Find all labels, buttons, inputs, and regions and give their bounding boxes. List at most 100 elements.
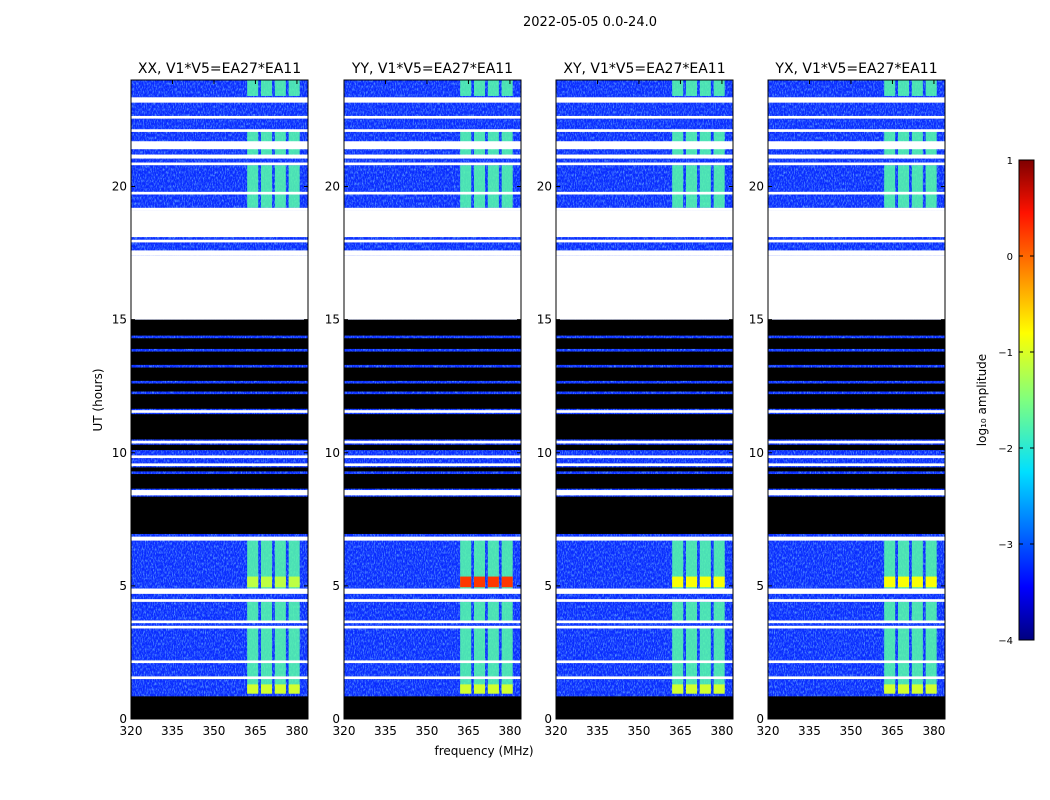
- x-tick-label: 380: [922, 724, 945, 738]
- rfi-band: [460, 540, 472, 589]
- panel: XX, V1*V5=EA27*EA11 320 335 350 365 380 0 5 10 15…: [112, 61, 309, 738]
- flagged-row: [768, 129, 945, 132]
- rfi-band: [911, 165, 923, 208]
- x-tick-label: 350: [628, 724, 651, 738]
- flagged-row: [768, 410, 945, 413]
- x-tick-label: 335: [374, 724, 397, 738]
- flagged-row: [344, 255, 521, 320]
- no-data-block: [131, 414, 308, 440]
- flagged-row: [768, 625, 945, 629]
- flagged-row: [556, 97, 733, 103]
- rfi-peak: [260, 576, 273, 588]
- no-data-block: [768, 496, 945, 534]
- rfi-burst: [460, 684, 472, 694]
- x-tick-label: 380: [285, 724, 308, 738]
- no-data-block: [344, 367, 521, 381]
- rfi-band: [699, 165, 711, 208]
- colorbar-tick-label: −4: [998, 636, 1013, 647]
- flagged-row: [768, 210, 945, 238]
- y-tick-label: 5: [119, 579, 127, 593]
- x-axis-label: frequency (MHz): [434, 744, 533, 758]
- rfi-band: [911, 601, 923, 621]
- flagged-row: [768, 154, 945, 159]
- panel: YX, V1*V5=EA27*EA11 320 335 350 365 380 0 5 10 15…: [749, 61, 946, 738]
- y-axis-label: UT (hours): [91, 368, 105, 431]
- flagged-row: [768, 239, 945, 243]
- flagged-row: [344, 660, 521, 664]
- rfi-peak: [288, 576, 300, 588]
- flagged-row: [344, 410, 521, 413]
- flagged-row: [131, 141, 308, 150]
- y-tick-label: 0: [332, 712, 340, 726]
- rfi-band: [501, 540, 513, 589]
- no-data-block: [768, 414, 945, 440]
- rfi-peak: [274, 576, 286, 588]
- rfi-band: [911, 540, 923, 589]
- colorbar-tick-label: −3: [998, 540, 1013, 551]
- flagged-row: [131, 207, 308, 211]
- rfi-band: [713, 601, 725, 621]
- rfi-peak: [713, 576, 725, 588]
- no-data-block: [556, 414, 733, 440]
- y-tick-label: 10: [537, 446, 552, 460]
- x-tick-label: 335: [798, 724, 821, 738]
- rfi-band: [247, 165, 259, 208]
- rfi-band: [473, 165, 486, 208]
- no-data-block: [344, 383, 521, 392]
- flagged-row: [131, 490, 308, 496]
- rfi-peak: [925, 576, 937, 588]
- flagged-row: [556, 255, 733, 320]
- rfi-burst: [925, 684, 937, 694]
- no-data-block: [131, 394, 308, 409]
- rfi-band: [884, 601, 896, 621]
- no-data-block: [344, 351, 521, 365]
- rfi-band: [897, 165, 910, 208]
- panel-frame: [130, 79, 309, 720]
- flagged-row: [768, 440, 945, 444]
- flagged-row: [556, 250, 733, 256]
- rfi-peak: [460, 576, 472, 588]
- y-tick-label: 15: [537, 313, 552, 327]
- panel-frame: [343, 79, 522, 720]
- no-data-block: [131, 467, 308, 472]
- y-tick-label: 0: [119, 712, 127, 726]
- rfi-band: [460, 165, 472, 208]
- figure-suptitle: 2022-05-05 0.0-24.0: [523, 15, 657, 30]
- x-tick-label: 380: [498, 724, 521, 738]
- rfi-band: [260, 540, 273, 589]
- x-tick-label: 365: [881, 724, 904, 738]
- flagged-row: [344, 250, 521, 256]
- flagged-row: [344, 536, 521, 541]
- rfi-band: [473, 601, 486, 621]
- flagged-row: [768, 455, 945, 459]
- flagged-row: [344, 463, 521, 467]
- flagged-row: [131, 410, 308, 413]
- colorbar-tick-label: 1: [1007, 156, 1013, 167]
- rfi-band: [713, 165, 725, 208]
- rfi-band: [260, 601, 273, 621]
- rfi-burst: [473, 684, 486, 694]
- rfi-band: [487, 540, 499, 589]
- flagged-row: [556, 660, 733, 664]
- flagged-row: [556, 154, 733, 159]
- rfi-burst: [487, 684, 499, 694]
- rfi-band: [699, 80, 711, 96]
- no-data-block: [768, 394, 945, 409]
- no-data-block: [768, 383, 945, 392]
- y-tick-label: 20: [749, 180, 764, 194]
- no-data-block: [131, 338, 308, 349]
- flagged-row: [344, 97, 521, 103]
- flagged-row: [556, 588, 733, 594]
- flagged-row: [344, 115, 521, 119]
- no-data-block: [131, 474, 308, 489]
- flagged-row: [344, 191, 521, 195]
- flagged-row: [131, 210, 308, 238]
- panel-title: XX, V1*V5=EA27*EA11: [138, 61, 301, 77]
- flagged-row: [131, 463, 308, 467]
- rfi-peak: [699, 576, 711, 588]
- rfi-band: [699, 601, 711, 621]
- y-tick-label: 5: [332, 579, 340, 593]
- flagged-row: [768, 250, 945, 256]
- rfi-band: [925, 540, 937, 589]
- no-data-block: [131, 696, 308, 719]
